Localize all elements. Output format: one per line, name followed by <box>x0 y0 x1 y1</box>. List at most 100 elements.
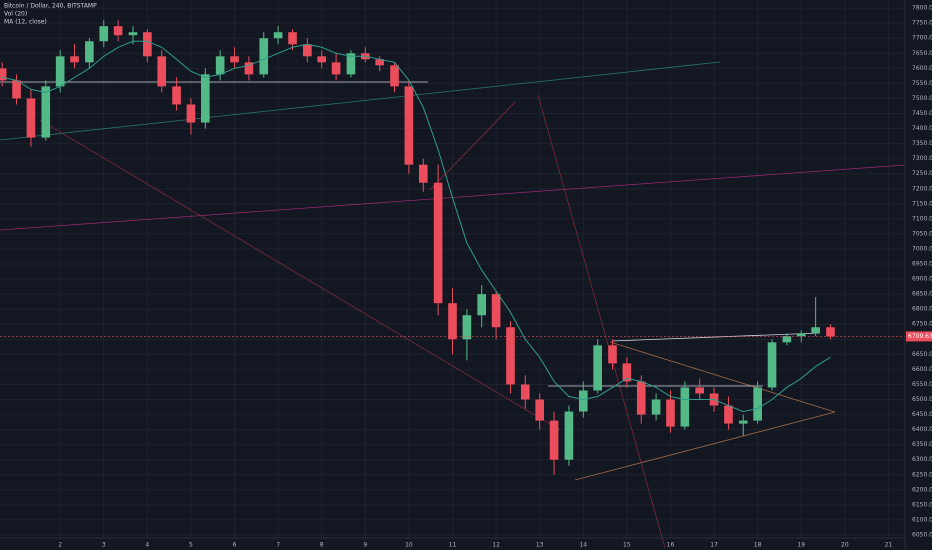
x-tick-label: 4 <box>145 542 149 549</box>
y-tick-label: 6650.00 <box>912 351 932 358</box>
candle-body <box>390 65 399 87</box>
candle-body <box>331 62 341 75</box>
candle-body <box>143 32 152 57</box>
x-tick-label: 20 <box>841 542 849 549</box>
x-tick-label: 11 <box>449 542 457 549</box>
x-tick-label: 9 <box>363 542 367 549</box>
y-tick-label: 7750.00 <box>912 20 932 27</box>
y-tick-label: 7650.00 <box>912 50 932 57</box>
x-tick-label: 19 <box>797 542 805 549</box>
y-tick-label: 7550.00 <box>912 80 932 87</box>
trend-line <box>0 61 721 141</box>
candle-body <box>491 294 501 328</box>
x-tick-label: 12 <box>492 542 500 549</box>
trend-line <box>39 119 561 431</box>
candle-body <box>564 411 574 460</box>
x-tick-label: 13 <box>536 542 544 549</box>
candle-body <box>99 26 109 42</box>
candle-body <box>462 315 472 340</box>
x-tick-label: 10 <box>405 542 413 549</box>
x-tick-label: 18 <box>754 542 762 549</box>
ma-line <box>2 40 831 413</box>
y-tick-label: 7000.00 <box>912 245 932 252</box>
y-tick-label: 7050.00 <box>912 230 932 237</box>
trend-arrow <box>429 101 516 191</box>
triangle-edge <box>609 341 836 413</box>
candle-body <box>41 86 51 138</box>
candle-body <box>826 327 835 337</box>
candle-body <box>12 80 21 99</box>
candle-body <box>506 327 515 385</box>
candle-body <box>85 41 94 63</box>
x-tick-label: 14 <box>579 542 587 549</box>
candle-body <box>317 56 327 63</box>
candle-body <box>186 104 196 123</box>
candle-body <box>201 74 210 123</box>
candle-body <box>549 420 559 460</box>
horizontal-line <box>611 332 821 342</box>
candle-body <box>753 387 762 421</box>
y-tick-label: 6150.00 <box>912 501 932 508</box>
trend-line <box>537 94 666 549</box>
candle-body <box>811 327 820 334</box>
candle-body <box>578 390 588 412</box>
x-tick-label: 21 <box>885 542 893 549</box>
x-tick-label: 3 <box>102 542 106 549</box>
y-tick-label: 7700.00 <box>912 35 932 42</box>
x-tick-label: 15 <box>623 542 631 549</box>
y-tick-label: 6550.00 <box>912 381 932 388</box>
candle-body <box>695 387 704 394</box>
y-tick-label: 7800.00 <box>912 5 932 12</box>
y-tick-label: 6950.00 <box>912 261 932 268</box>
y-tick-label: 6050.00 <box>912 531 932 538</box>
candle-body <box>651 399 661 415</box>
y-tick-label: 6350.00 <box>912 441 932 448</box>
candle-body <box>418 164 428 183</box>
y-tick-label: 6750.00 <box>912 321 932 328</box>
candle-body <box>724 405 733 424</box>
x-tick-label: 8 <box>320 542 324 549</box>
x-tick-label: 2 <box>58 542 62 549</box>
y-tick-label: 6600.00 <box>912 366 932 373</box>
y-tick-label: 7600.00 <box>912 65 932 72</box>
candle-body <box>0 68 7 81</box>
y-tick-label: 7250.00 <box>912 170 932 177</box>
candle-body <box>404 86 414 165</box>
indicator-label: Vol (20) <box>4 11 27 18</box>
candle-body <box>172 86 181 105</box>
x-tick-label: 17 <box>710 542 718 549</box>
y-tick-label: 7500.00 <box>912 95 932 102</box>
y-tick-label: 6250.00 <box>912 471 932 478</box>
candle-body <box>520 384 530 400</box>
y-tick-label: 6850.00 <box>912 291 932 298</box>
candle-body <box>70 56 79 63</box>
candle-body <box>244 62 254 75</box>
candle-body <box>535 399 545 421</box>
candle-body <box>636 381 646 415</box>
candle-body <box>622 363 632 382</box>
y-tick-label: 6300.00 <box>912 456 932 463</box>
indicator-label: MA (12, close) <box>4 19 47 26</box>
y-tick-label: 7450.00 <box>912 110 932 117</box>
x-tick-label: 6 <box>233 542 237 549</box>
last-price-label: 6709.63 <box>908 333 932 340</box>
x-tick-label: 7 <box>276 542 280 549</box>
candle-body <box>230 56 239 63</box>
y-tick-label: 7100.00 <box>912 215 932 222</box>
candle-body <box>608 345 617 364</box>
candle-body <box>26 98 36 138</box>
x-tick-label: 16 <box>667 542 675 549</box>
candle-body <box>259 38 269 75</box>
candle-body <box>666 399 675 427</box>
y-tick-label: 7300.00 <box>912 155 932 162</box>
candle-body <box>273 32 283 39</box>
drawings <box>0 61 906 549</box>
candle-body <box>767 342 777 388</box>
candle-body <box>113 26 123 36</box>
candle-body <box>782 336 792 343</box>
candle-body <box>128 32 138 36</box>
y-tick-label: 7350.00 <box>912 140 932 147</box>
plot <box>0 20 905 475</box>
chart-title: Bitcoin / Dollar, 240, BITSTAMP <box>4 3 97 10</box>
